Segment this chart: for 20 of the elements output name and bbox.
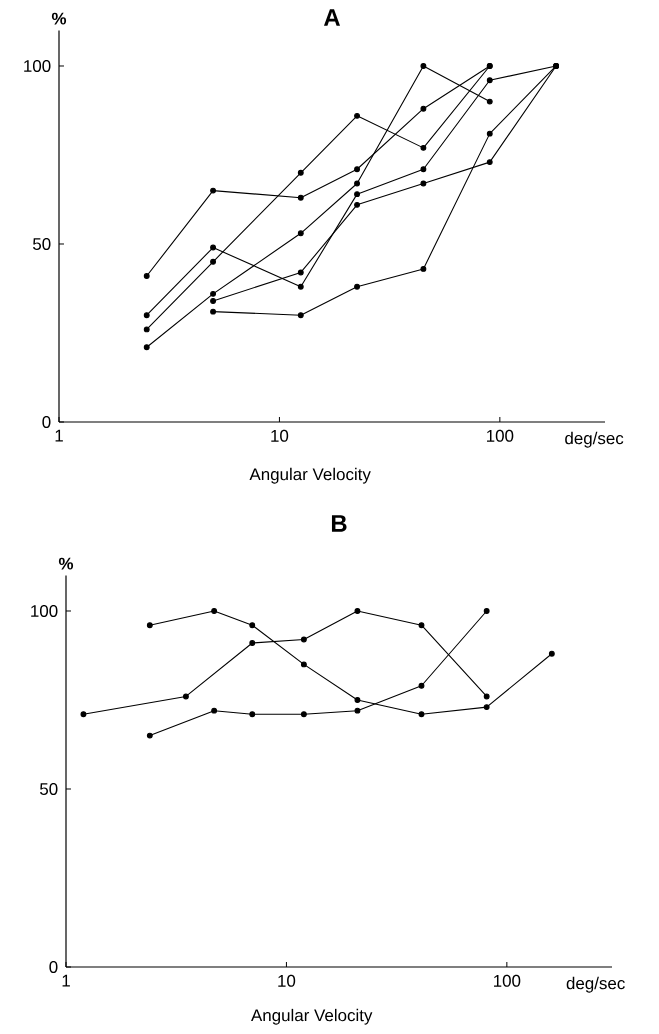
x-tick-label: 100 (494, 974, 521, 987)
y-tick-label: 0 (49, 961, 58, 973)
y-tick-label: 100 (24, 59, 51, 72)
y-axis-title: % (51, 12, 67, 25)
x-tick-label: 10 (278, 974, 296, 987)
y-tick-label: 50 (39, 783, 58, 795)
y-tick-label: 100 (31, 605, 58, 617)
y-tick-label: 50 (32, 237, 51, 250)
chart-title: B (331, 515, 347, 532)
y-axis-title: % (58, 557, 74, 570)
text: deg/sec (565, 431, 624, 448)
x-axis-title: Angular Velocity (251, 1008, 373, 1025)
chart-title: A (323, 9, 341, 26)
x-tick-label: 10 (271, 429, 289, 442)
text: deg/sec (566, 976, 625, 993)
x-tick-label: 100 (487, 429, 514, 442)
x-tick-label: 1 (62, 974, 70, 987)
x-axis-title: Angular Velocity (249, 467, 371, 484)
x-tick-label: 1 (55, 429, 63, 442)
y-tick-label: 0 (42, 415, 51, 428)
